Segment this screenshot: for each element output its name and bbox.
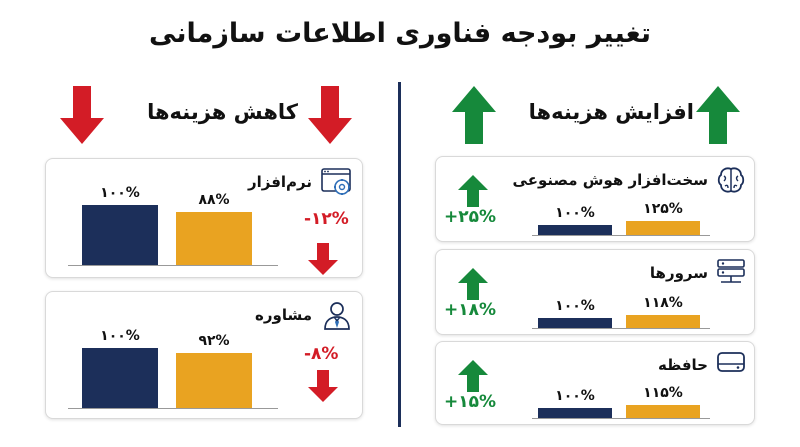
- chart-baseline: [532, 235, 710, 236]
- chart-baseline: [68, 265, 278, 266]
- brain-icon: [716, 165, 746, 199]
- chart-baseline: [532, 328, 710, 329]
- bar-before: [538, 224, 612, 235]
- page-title: تغییر بودجه فناوری اطلاعات سازمانی: [149, 18, 651, 49]
- card-storage: حافظه +۱۵% ۱۰۰% ۱۱۵%: [435, 341, 755, 425]
- bar-after: [176, 212, 252, 265]
- arrow-down-icon: [308, 86, 352, 144]
- bar-value-label: ۱۰۰%: [555, 204, 595, 221]
- bar-value-label: ۹۲%: [198, 332, 230, 349]
- arrow-up-icon: [458, 175, 488, 211]
- storage-drive-icon: [716, 350, 746, 378]
- bar-value-label: ۱۱۸%: [643, 294, 683, 311]
- arrow-up-icon: [458, 360, 488, 396]
- change-label: -۸%: [304, 344, 339, 364]
- bar-value-label: ۱۰۰%: [555, 387, 595, 404]
- arrow-up-icon: [458, 268, 488, 304]
- center-divider: [398, 82, 401, 427]
- chart-title: حافظه: [658, 356, 708, 374]
- arrow-down-icon: [60, 86, 104, 144]
- arrow-up-icon: [696, 86, 740, 144]
- server-icon: [716, 258, 746, 290]
- bar-value-label: ۱۰۰%: [100, 328, 140, 344]
- chart-baseline: [68, 408, 278, 409]
- chart-title: نرم‌افزار: [247, 173, 312, 191]
- chart-baseline: [532, 418, 710, 419]
- bar-before: [82, 205, 158, 265]
- card-servers: سرورها +۱۸% ۱۰۰% ۱۱۸%: [435, 249, 755, 335]
- change-label: +۱۸%: [444, 300, 497, 320]
- decrease-label: کاهش هزینه‌ها: [147, 100, 298, 124]
- chart-title: سخت‌افزار هوش مصنوعی: [512, 171, 708, 189]
- card-software: نرم‌افزار -۱۲% ۱۰۰% ۸۸%: [45, 158, 363, 278]
- arrow-up-icon: [452, 86, 496, 144]
- increase-header: افزایش هزینه‌ها: [440, 86, 760, 146]
- bar-after: [626, 405, 700, 418]
- software-settings-icon: [320, 167, 352, 201]
- bar-value-label: ۱۱۵%: [643, 385, 683, 402]
- bar-after: [626, 314, 700, 328]
- chart-title: سرورها: [649, 264, 708, 282]
- decrease-header: کاهش هزینه‌ها: [60, 86, 360, 146]
- change-label: +۲۵%: [444, 207, 497, 227]
- arrow-down-icon: [308, 370, 338, 406]
- bar-before: [538, 317, 612, 328]
- card-ai-hardware: سخت‌افزار هوش مصنوعی +۲۵% ۱۰۰% ۱۲۵%: [435, 156, 755, 242]
- card-consulting: مشاوره -۸% ۱۰۰% ۹۲%: [45, 291, 363, 419]
- bar-after: [626, 220, 700, 235]
- bar-value-label: ۱۲۵%: [643, 200, 683, 217]
- increase-label: افزایش هزینه‌ها: [528, 100, 694, 124]
- bar-value-label: ۸۸%: [198, 192, 230, 209]
- bar-before: [538, 407, 612, 418]
- bar-after: [176, 352, 252, 408]
- change-label: +۱۵%: [444, 392, 497, 412]
- bar-value-label: ۱۰۰%: [100, 185, 140, 201]
- chart-title: مشاوره: [255, 306, 312, 324]
- consultant-icon: [322, 300, 352, 334]
- bar-value-label: ۱۰۰%: [555, 297, 595, 314]
- change-label: -۱۲%: [304, 209, 349, 229]
- bar-before: [82, 348, 158, 408]
- arrow-down-icon: [308, 243, 338, 279]
